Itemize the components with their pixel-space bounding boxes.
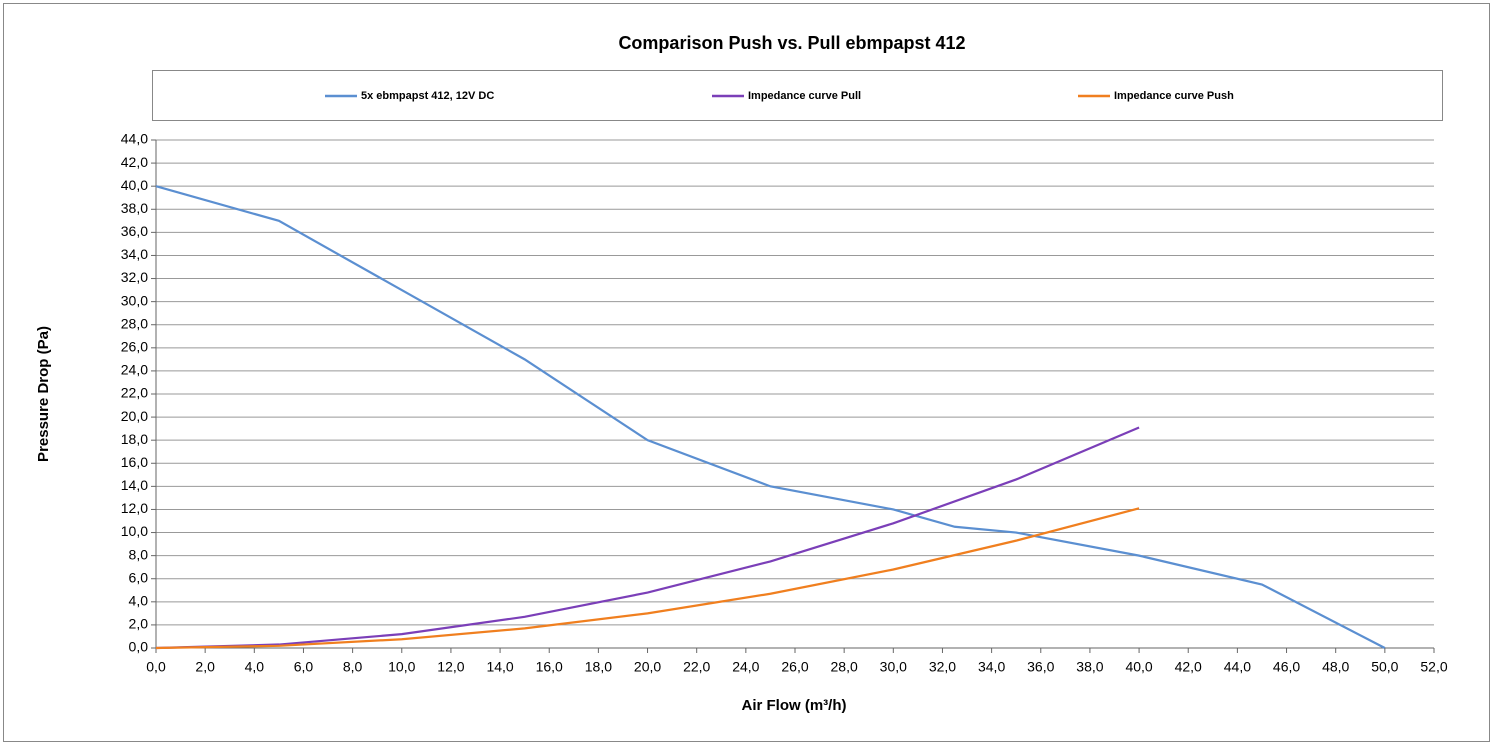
y-tick-label: 34,0 [121, 246, 148, 262]
series-line [155, 185, 1386, 649]
x-tick-label: 6,0 [294, 659, 314, 675]
x-tick-label: 20,0 [634, 659, 661, 675]
y-axis-title: Pressure Drop (Pa) [35, 326, 52, 462]
legend-label: Impedance curve Push [1114, 90, 1234, 102]
x-tick-label: 36,0 [1027, 659, 1054, 675]
y-tick-label: 36,0 [121, 223, 148, 239]
y-tick-label: 10,0 [121, 523, 148, 539]
y-tick-label: 26,0 [121, 339, 148, 355]
y-tick-label: 38,0 [121, 200, 148, 216]
legend-label: 5x ebmpapst 412, 12V DC [361, 90, 494, 102]
y-tick-label: 2,0 [129, 616, 149, 632]
legend-label: Impedance curve Pull [748, 90, 861, 102]
x-axis-title: Air Flow (m³/h) [742, 697, 847, 714]
x-tick-label: 22,0 [683, 659, 710, 675]
y-tick-label: 6,0 [129, 569, 149, 585]
x-tick-label: 18,0 [585, 659, 612, 675]
x-tick-label: 14,0 [486, 659, 513, 675]
y-tick-label: 44,0 [121, 131, 148, 147]
x-tick-label: 46,0 [1273, 659, 1300, 675]
x-tick-label: 42,0 [1175, 659, 1202, 675]
y-tick-label: 32,0 [121, 269, 148, 285]
x-tick-label: 38,0 [1076, 659, 1103, 675]
x-tick-label: 30,0 [880, 659, 907, 675]
y-tick-label: 40,0 [121, 177, 148, 193]
series-line [155, 426, 1140, 650]
x-tick-label: 10,0 [388, 659, 415, 675]
y-tick-label: 18,0 [121, 431, 148, 447]
x-tick-label: 16,0 [536, 659, 563, 675]
x-tick-label: 52,0 [1420, 659, 1447, 675]
y-tick-label: 20,0 [121, 408, 148, 424]
y-tick-label: 0,0 [129, 639, 149, 655]
legend-box [152, 70, 1443, 121]
x-tick-label: 12,0 [437, 659, 464, 675]
y-tick-label: 30,0 [121, 292, 148, 308]
chart-frame [3, 3, 1490, 742]
y-tick-label: 42,0 [121, 154, 148, 170]
x-tick-label: 34,0 [978, 659, 1005, 675]
x-tick-label: 4,0 [245, 659, 265, 675]
y-tick-label: 4,0 [129, 593, 149, 609]
x-tick-label: 8,0 [343, 659, 363, 675]
x-tick-label: 50,0 [1371, 659, 1398, 675]
x-tick-label: 24,0 [732, 659, 759, 675]
y-tick-label: 8,0 [129, 546, 149, 562]
y-tick-label: 24,0 [121, 362, 148, 378]
y-tick-label: 14,0 [121, 477, 148, 493]
y-tick-label: 12,0 [121, 500, 148, 516]
x-tick-label: 28,0 [831, 659, 858, 675]
x-tick-label: 2,0 [195, 659, 215, 675]
x-tick-label: 44,0 [1224, 659, 1251, 675]
y-tick-label: 28,0 [121, 315, 148, 331]
x-tick-label: 32,0 [929, 659, 956, 675]
y-tick-label: 16,0 [121, 454, 148, 470]
series-line [155, 507, 1140, 650]
x-tick-label: 0,0 [146, 659, 166, 675]
x-tick-label: 26,0 [781, 659, 808, 675]
x-tick-label: 40,0 [1125, 659, 1152, 675]
x-tick-label: 48,0 [1322, 659, 1349, 675]
chart-title: Comparison Push vs. Pull ebmpapst 412 [618, 33, 965, 53]
y-tick-label: 22,0 [121, 385, 148, 401]
